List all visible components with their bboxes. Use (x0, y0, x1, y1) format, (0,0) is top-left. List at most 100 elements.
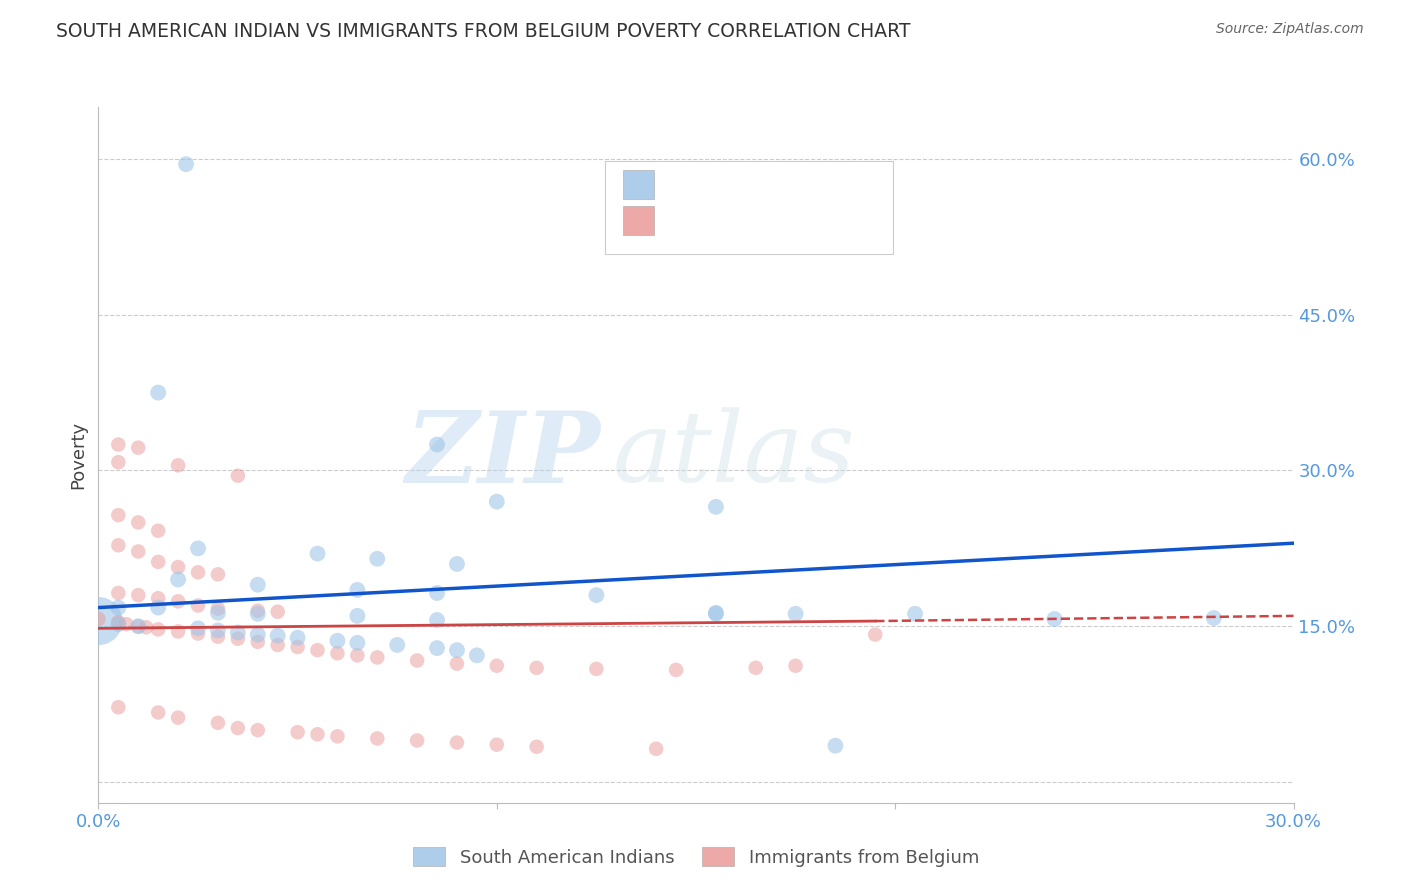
Point (287, 640, 309, 654)
Point (585, 662, 607, 676)
Point (167, 573, 190, 587)
Point (246, 604, 269, 618)
Point (127, 516, 149, 530)
Point (346, 636, 368, 650)
Point (107, 538, 129, 552)
Point (148, 623, 170, 637)
Point (307, 727, 329, 741)
Point (167, 458, 190, 473)
Point (148, 385, 170, 400)
Point (1043, 612, 1066, 626)
Text: ZIP: ZIP (405, 407, 600, 503)
Text: R = 0.050   N = 62: R = 0.050 N = 62 (665, 211, 835, 229)
Text: SOUTH AMERICAN INDIAN VS IMMIGRANTS FROM BELGIUM POVERTY CORRELATION CHART: SOUTH AMERICAN INDIAN VS IMMIGRANTS FROM… (56, 22, 911, 41)
Point (824, 739, 846, 753)
Point (148, 600, 170, 615)
Point (346, 608, 368, 623)
Point (107, 600, 129, 615)
Point (187, 599, 209, 613)
Text: atlas: atlas (612, 408, 855, 502)
Point (148, 706, 170, 720)
Point (585, 588, 607, 602)
Point (107, 437, 129, 451)
Point (287, 631, 309, 645)
Point (246, 607, 269, 621)
Point (127, 619, 149, 633)
Point (704, 607, 727, 621)
Point (406, 654, 429, 668)
Point (207, 630, 229, 644)
Point (148, 555, 170, 569)
Point (107, 586, 129, 600)
Point (785, 607, 807, 621)
Point (426, 586, 449, 600)
Point (307, 643, 329, 657)
Point (207, 606, 229, 620)
Point (446, 557, 468, 571)
Point (1202, 611, 1225, 625)
Point (226, 721, 249, 735)
Point (187, 621, 209, 635)
Point (107, 508, 129, 523)
Point (446, 735, 468, 749)
Point (426, 613, 449, 627)
Legend: South American Indians, Immigrants from Belgium: South American Indians, Immigrants from … (406, 839, 986, 874)
Point (187, 566, 209, 580)
Text: R =  0.119   N = 41: R = 0.119 N = 41 (665, 176, 841, 194)
Point (87, 612, 110, 626)
Point (645, 741, 668, 756)
Point (307, 547, 329, 561)
Point (127, 544, 149, 558)
Point (704, 500, 727, 514)
Point (87, 614, 110, 628)
Point (485, 658, 508, 673)
Point (167, 560, 190, 574)
Point (526, 661, 548, 675)
Point (167, 594, 190, 608)
Point (326, 646, 349, 660)
Point (115, 617, 138, 632)
Point (226, 468, 249, 483)
Point (465, 648, 488, 663)
Point (246, 723, 269, 738)
Point (406, 733, 429, 747)
Point (385, 638, 409, 652)
Point (446, 643, 468, 657)
Point (246, 635, 269, 649)
Point (107, 700, 129, 714)
Point (107, 615, 129, 629)
Text: Source: ZipAtlas.com: Source: ZipAtlas.com (1216, 22, 1364, 37)
Point (127, 441, 149, 455)
Point (785, 658, 807, 673)
Y-axis label: Poverty: Poverty (69, 421, 87, 489)
Point (346, 582, 368, 597)
Point (287, 725, 309, 739)
Point (704, 606, 727, 620)
Point (246, 627, 269, 641)
Point (745, 661, 768, 675)
Point (107, 617, 129, 632)
Point (148, 591, 170, 606)
Point (207, 624, 229, 638)
Point (426, 641, 449, 656)
Point (366, 731, 388, 746)
Point (526, 739, 548, 754)
Point (187, 541, 209, 556)
Point (207, 715, 229, 730)
Point (207, 601, 229, 615)
Point (267, 605, 290, 619)
Point (267, 638, 290, 652)
Point (226, 625, 249, 640)
Point (174, 157, 197, 171)
Point (267, 629, 290, 643)
Point (207, 567, 229, 582)
Point (187, 626, 209, 640)
Point (226, 632, 249, 646)
Point (135, 620, 157, 634)
Point (326, 729, 349, 743)
Point (665, 663, 688, 677)
Point (167, 711, 190, 725)
Point (366, 551, 388, 566)
Point (326, 633, 349, 648)
Point (485, 494, 508, 508)
